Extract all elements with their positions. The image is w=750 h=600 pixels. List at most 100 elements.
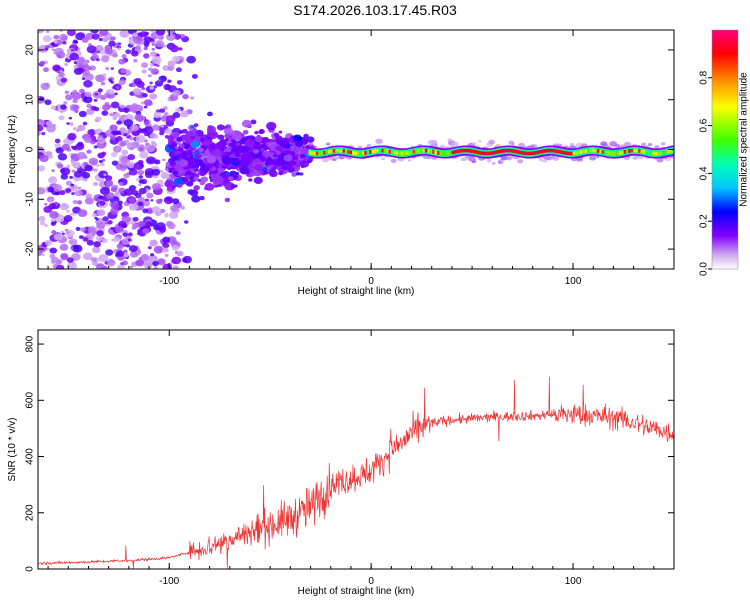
snr-y-tick-label: 800 — [25, 335, 36, 352]
noise-blob — [116, 250, 125, 257]
noise-blob — [128, 168, 138, 176]
scatter-blob — [177, 146, 184, 152]
band-core-cell — [483, 151, 488, 156]
noise-blob — [108, 40, 116, 47]
noise-blob — [131, 103, 138, 109]
noise-blob — [39, 60, 46, 66]
scatter-blob — [295, 140, 304, 148]
noise-blob — [28, 165, 33, 169]
noise-blob — [162, 247, 169, 253]
scatter-blob — [186, 154, 191, 158]
noise-blob — [127, 161, 135, 169]
scatter-blob — [249, 169, 254, 174]
scatter-blob — [217, 167, 225, 173]
noise-blob — [77, 209, 88, 217]
noise-blob — [145, 221, 153, 227]
band-core-cell — [407, 150, 413, 155]
band-core-cell — [659, 151, 665, 155]
scatter-blob — [185, 175, 190, 179]
noise-blob — [50, 256, 60, 264]
noise-blob — [66, 257, 74, 263]
noise-blob — [149, 81, 153, 85]
snr-x-tick-label: 0 — [368, 576, 374, 587]
noise-blob — [167, 79, 172, 83]
noise-blob — [128, 245, 138, 252]
band-core-cell — [453, 150, 459, 154]
scatter-blob — [194, 168, 199, 172]
scatter-blob — [181, 142, 191, 149]
band-core-cell — [480, 151, 486, 155]
noise-blob — [50, 221, 57, 226]
band-halo-blob — [600, 141, 608, 147]
scatter-blob — [295, 172, 301, 176]
noise-blob — [150, 199, 154, 202]
noise-blob — [60, 77, 68, 83]
scatter-blob — [291, 172, 298, 177]
scatter-blob — [189, 189, 199, 197]
noise-blob — [110, 207, 119, 215]
band-core-cell — [332, 149, 338, 153]
noise-blob — [64, 229, 75, 238]
band-core-cell — [596, 149, 602, 153]
noise-blob — [109, 124, 118, 132]
noise-blob — [81, 172, 91, 179]
noise-blob — [44, 99, 52, 106]
band-core-cell — [613, 151, 619, 156]
noise-blob — [184, 220, 189, 224]
noise-blob — [88, 43, 92, 47]
noise-blob — [111, 160, 119, 166]
noise-blob — [153, 111, 162, 119]
scatter-blob — [190, 141, 200, 149]
band-halo-blob — [511, 143, 515, 146]
noise-blob — [88, 157, 99, 166]
noise-blob — [59, 202, 69, 211]
noise-blob — [112, 53, 118, 58]
noise-blob — [133, 77, 142, 85]
spectrogram-y-tick-label: -10 — [25, 192, 36, 207]
band-core-cell — [412, 149, 418, 154]
noise-blob — [96, 263, 105, 269]
snr-x-tick-label: -100 — [159, 576, 179, 587]
band-core-cell — [495, 150, 500, 154]
band-core-cell — [436, 151, 442, 155]
band-core-cell — [354, 151, 360, 156]
noise-blob — [120, 68, 127, 74]
noise-blob — [143, 54, 150, 59]
noise-blob — [83, 80, 93, 88]
snr-y-tick-label: 600 — [25, 392, 36, 409]
noise-blob — [86, 45, 97, 54]
band-core-cell — [582, 149, 587, 154]
noise-blob — [86, 103, 92, 109]
noise-blob — [167, 65, 175, 71]
noise-blob — [186, 55, 197, 64]
noise-blob — [50, 218, 56, 223]
noise-blob — [38, 215, 46, 222]
noise-blob — [155, 30, 166, 36]
noise-blob — [42, 35, 52, 43]
noise-blob — [47, 176, 58, 184]
noise-blob — [110, 67, 114, 70]
scatter-blob — [299, 172, 304, 176]
noise-blob — [60, 110, 64, 114]
scatter-blob — [222, 152, 228, 157]
noise-blob — [74, 189, 83, 197]
noise-blob — [132, 216, 139, 222]
scatter-blob — [248, 178, 253, 182]
noise-blob — [162, 263, 173, 269]
noise-blob — [49, 211, 59, 219]
scatter-blob — [239, 160, 250, 169]
scatter-blob — [244, 139, 255, 148]
band-core-cell — [364, 151, 369, 155]
noise-blob — [74, 109, 79, 114]
band-core-cell — [638, 149, 643, 153]
noise-blob — [159, 131, 165, 136]
band-core-cell — [533, 151, 539, 155]
band-core-cell — [589, 148, 595, 153]
scatter-blob — [206, 163, 213, 169]
noise-blob — [90, 30, 99, 34]
noise-blob — [135, 134, 146, 143]
noise-blob — [91, 212, 98, 218]
noise-blob — [51, 230, 57, 235]
noise-blob — [66, 164, 71, 168]
noise-blob — [164, 212, 169, 217]
